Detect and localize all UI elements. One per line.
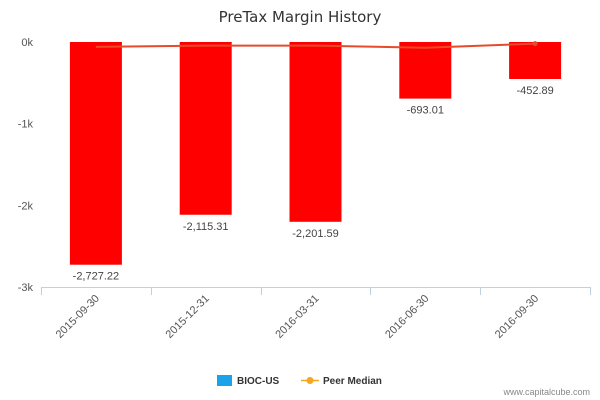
data-labels: -2,727.22 -2,115.31 -2,201.59 -693.01 -452.8… [73, 85, 554, 283]
data-label: -452.89 [516, 85, 553, 97]
legend-bioc-label: BIOC-US [237, 376, 280, 387]
legend-bioc-swatch [217, 375, 232, 386]
x-tick-label: 2015-12-31 [164, 293, 212, 341]
data-label: -2,727.22 [73, 271, 119, 283]
bar-series [69, 42, 562, 265]
x-tick-label: 2016-06-30 [383, 293, 431, 341]
y-tick-label: -1k [18, 119, 34, 131]
x-tick-label: 2016-09-30 [493, 293, 541, 341]
chart-title: PreTax Margin History [219, 8, 382, 26]
bar[interactable] [179, 42, 232, 215]
y-axis: 0k -1k -2k -3k [18, 37, 34, 294]
legend-peer-label: Peer Median [323, 376, 382, 387]
x-tick-label: 2016-03-31 [273, 293, 321, 341]
peer-median-line [95, 42, 536, 49]
legend-peer-marker [306, 377, 314, 384]
y-tick-label: -3k [18, 282, 34, 294]
bar[interactable] [69, 42, 122, 265]
y-tick-label: -2k [18, 200, 34, 212]
watermark: www.capitalcube.com [502, 387, 590, 397]
bar[interactable] [509, 42, 562, 79]
bar[interactable] [289, 42, 342, 222]
peer-median-point[interactable] [532, 41, 538, 47]
peer-median-series [95, 41, 538, 49]
legend[interactable]: BIOC-US Peer Median [217, 375, 382, 387]
data-label: -693.01 [407, 105, 444, 117]
x-axis: 2015-09-30 2015-12-31 2016-03-31 2016-06-30… [41, 287, 591, 341]
data-label: -2,115.31 [183, 221, 229, 233]
x-tick-label: 2015-09-30 [54, 293, 102, 341]
y-tick-label: 0k [21, 37, 33, 49]
bar[interactable] [399, 42, 452, 99]
data-label: -2,201.59 [292, 228, 338, 240]
